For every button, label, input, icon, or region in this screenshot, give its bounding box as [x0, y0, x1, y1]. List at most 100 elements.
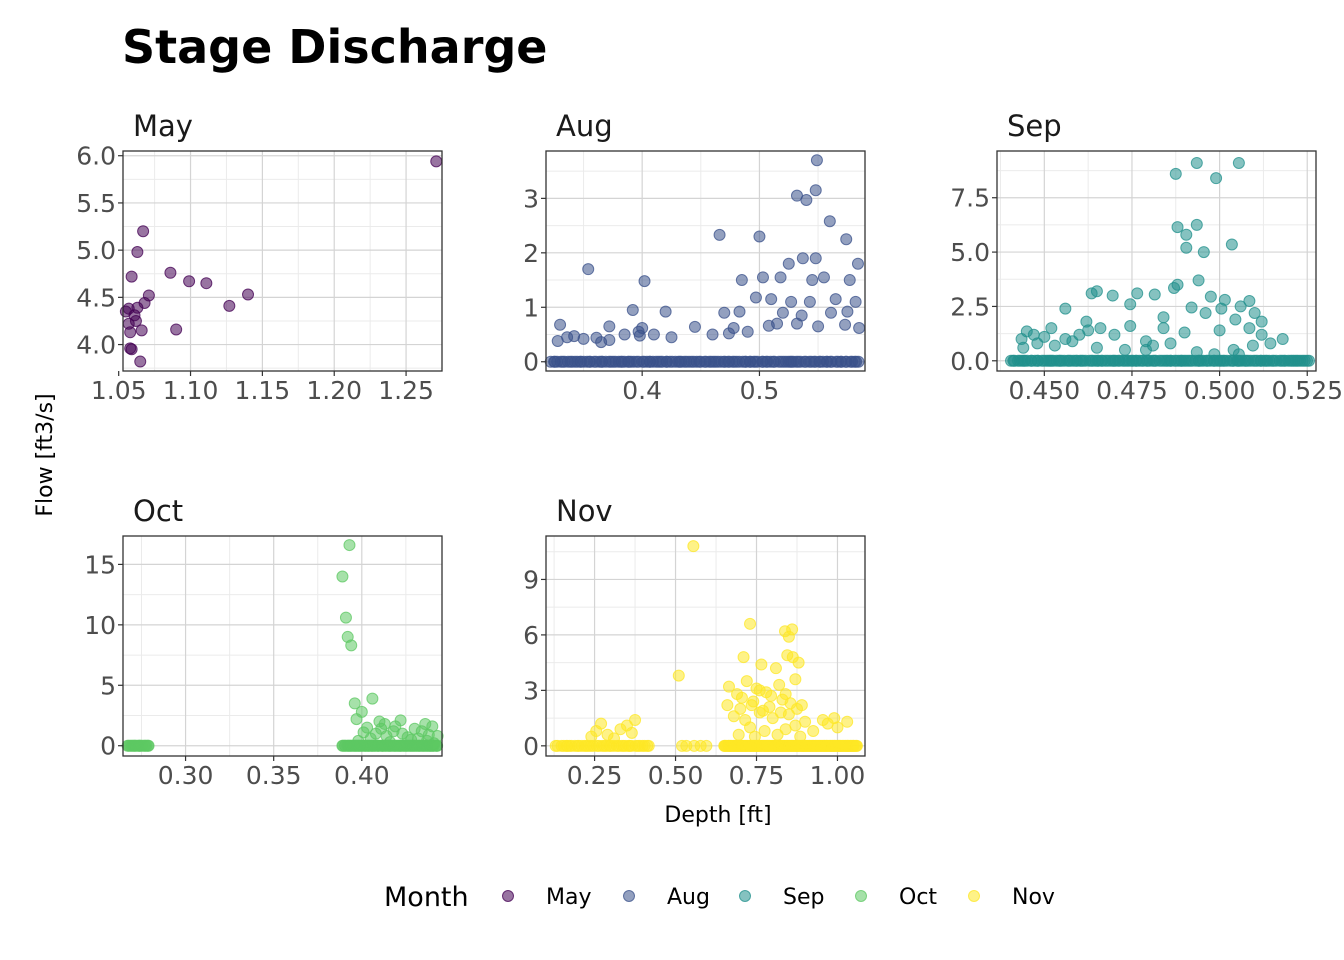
y-tick-label: 5 — [100, 671, 116, 700]
data-point — [688, 320, 701, 333]
data-point — [809, 252, 822, 265]
data-point — [1232, 348, 1245, 361]
y-tick-label: 0 — [100, 732, 116, 761]
data-point — [405, 733, 418, 746]
data-point — [415, 725, 428, 738]
x-tick-label: 0.450 — [1009, 376, 1081, 405]
data-point — [758, 725, 771, 738]
data-point — [771, 317, 784, 330]
data-point — [1246, 339, 1259, 352]
data-point — [722, 327, 735, 340]
x-tick-label: 1.00 — [810, 761, 866, 790]
data-point — [1190, 346, 1203, 359]
data-point — [727, 710, 740, 723]
data-point — [125, 343, 138, 356]
data-point — [789, 673, 802, 686]
data-point — [841, 305, 854, 318]
data-point — [672, 669, 685, 682]
x-tick-label: 0.25 — [567, 761, 623, 790]
legend-item-oct: Oct — [855, 885, 937, 910]
legend-key — [623, 890, 635, 902]
legend-key — [739, 890, 751, 902]
data-point — [1139, 343, 1152, 356]
points — [544, 154, 866, 368]
data-point — [336, 570, 349, 583]
data-point — [1276, 333, 1289, 346]
data-point — [782, 630, 795, 643]
data-point — [1148, 288, 1161, 301]
data-point — [200, 277, 213, 290]
data-point — [1232, 156, 1245, 169]
data-point — [756, 704, 769, 717]
data-point — [843, 274, 856, 287]
data-point — [735, 691, 748, 704]
y-tick-label: 1 — [523, 293, 539, 322]
data-point — [732, 728, 745, 741]
data-point — [608, 732, 621, 745]
data-point — [812, 320, 825, 333]
data-point — [1059, 302, 1072, 315]
data-point — [769, 662, 782, 675]
data-point — [1090, 285, 1103, 298]
x-tick-label: 1.15 — [235, 376, 291, 405]
data-point — [659, 305, 672, 318]
y-tick-label: 5.0 — [76, 236, 116, 265]
data-point — [1180, 241, 1193, 254]
x-tick-label: 0.35 — [246, 761, 302, 790]
facet-label: Oct — [133, 494, 183, 528]
x-tick-label: 0.40 — [334, 761, 390, 790]
data-point — [687, 540, 700, 553]
data-point — [585, 730, 598, 743]
y-tick-label: 6 — [523, 621, 539, 650]
data-point — [740, 675, 753, 688]
data-point — [790, 317, 803, 330]
data-point — [375, 722, 388, 735]
data-point — [765, 293, 778, 306]
y-tick-label: 3 — [523, 184, 539, 213]
data-point — [753, 230, 766, 243]
data-point — [1208, 348, 1221, 361]
data-point — [1171, 221, 1184, 234]
facet-label: Sep — [1007, 109, 1062, 143]
data-point — [735, 274, 748, 287]
data-point — [794, 730, 807, 743]
data-point — [850, 739, 863, 752]
facet-label: Nov — [556, 494, 613, 528]
ticks: 0.450 0.475 0.500 0.525 0.0 2.5 5.0 7.5 — [950, 184, 1343, 405]
data-point — [366, 692, 379, 705]
data-point — [807, 725, 820, 738]
points — [1005, 156, 1315, 367]
legend-title: Month — [384, 882, 469, 913]
data-point — [756, 271, 769, 284]
data-point — [1185, 301, 1198, 314]
data-point — [1215, 302, 1228, 315]
data-point — [718, 306, 731, 319]
data-point — [785, 295, 798, 308]
ticks: 0.30 0.35 0.40 0 5 10 15 — [84, 550, 389, 790]
data-point — [134, 355, 147, 368]
data-point — [1082, 324, 1095, 337]
y-tick-label: 7.5 — [950, 184, 990, 213]
y-tick-label: 0.0 — [950, 347, 990, 376]
data-point — [790, 702, 803, 715]
data-point — [831, 721, 844, 734]
data-point — [706, 328, 719, 341]
data-point — [625, 726, 638, 739]
data-point — [809, 184, 822, 197]
data-point — [629, 713, 642, 726]
data-point — [1045, 322, 1058, 335]
data-point — [1192, 274, 1205, 287]
x-tick-label: 0.30 — [158, 761, 214, 790]
data-point — [603, 320, 616, 333]
data-point — [129, 314, 142, 327]
data-point — [839, 318, 852, 331]
data-point — [618, 328, 631, 341]
data-point — [1197, 246, 1210, 259]
x-tick-label: 0.50 — [648, 761, 704, 790]
points — [549, 540, 863, 752]
legend-item-sep: Sep — [739, 885, 824, 910]
data-point — [1302, 354, 1315, 367]
data-point — [1090, 341, 1103, 354]
data-point — [774, 271, 787, 284]
facet-label: May — [133, 109, 193, 143]
